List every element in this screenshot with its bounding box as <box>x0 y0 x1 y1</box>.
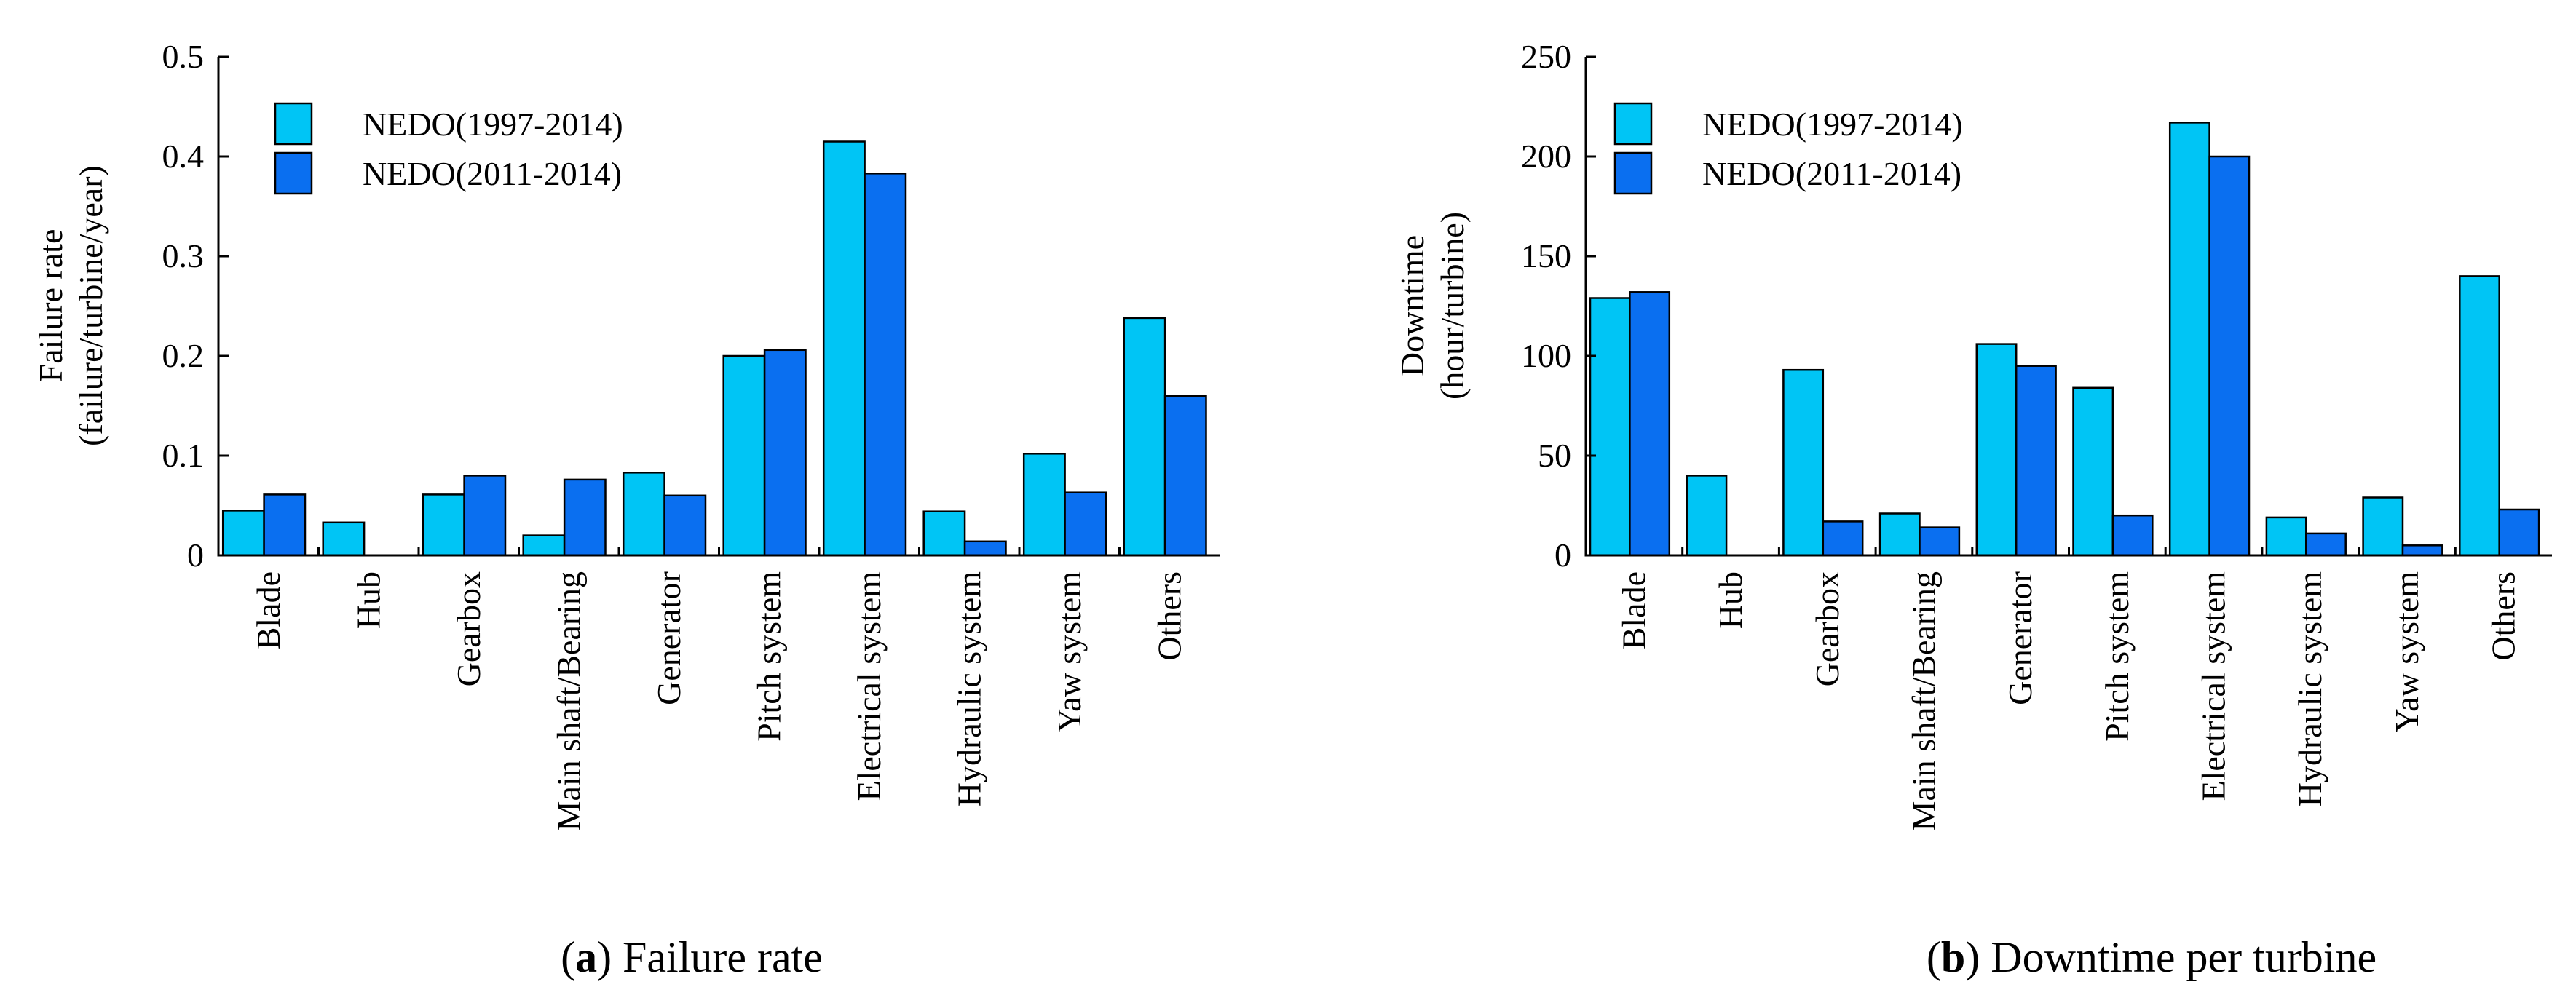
caption-text: Failure rate <box>623 933 823 981</box>
panel-caption: (a) Failure rate <box>561 933 823 981</box>
x-tick-label: Yaw system <box>2388 571 2425 733</box>
x-tick-label: Generator <box>650 571 687 705</box>
x-tick-label: Generator <box>2002 571 2039 705</box>
bar-2-4 <box>563 478 607 557</box>
legend-label-2: NEDO(2011-2014) <box>1702 155 1961 192</box>
bar-1-1 <box>221 510 265 557</box>
x-tick-label: Gearbox <box>1809 571 1846 686</box>
y-tick-label: 150 <box>1521 237 1571 274</box>
bar-1-4 <box>1878 512 1921 557</box>
legend-label-1: NEDO(1997-2014) <box>363 106 623 143</box>
legend-label-1: NEDO(1997-2014) <box>1702 106 1963 143</box>
caption-letter: a <box>575 933 597 981</box>
x-tick-label: Others <box>2485 571 2522 661</box>
legend-swatch-2 <box>274 151 313 195</box>
y-tick-label: 0.3 <box>162 237 205 274</box>
bar-2-5 <box>663 494 707 557</box>
caption-text: Downtime per turbine <box>1991 933 2377 981</box>
bar-2-7 <box>2208 155 2251 557</box>
x-tick-label: Hydraulic system <box>950 571 987 806</box>
legend-swatch-1 <box>274 102 313 146</box>
x-tick-label: Others <box>1150 571 1188 661</box>
y-axis-title-line-1: Downtime <box>1394 235 1431 376</box>
bar-1-2 <box>322 521 366 557</box>
panel-caption: (b) Downtime per turbine <box>1927 933 2377 981</box>
panel-b-downtime: 0 50 100 150 200 250 Blade Hub Gearbox Main shaft… <box>1394 38 2552 981</box>
x-tick-label: Pitch system <box>2098 571 2136 742</box>
bar-2-9 <box>2401 544 2443 557</box>
bar-2-10 <box>1163 395 1207 557</box>
x-tick-label: Gearbox <box>450 571 487 686</box>
x-tick-label: Blade <box>1615 571 1652 649</box>
y-axis-title-line-2: (failure/turbine/year) <box>72 165 109 446</box>
x-tick-label: Hub <box>349 571 387 629</box>
x-tick-label: Electrical system <box>850 571 888 801</box>
x-tick-label: Hydraulic system <box>2291 571 2328 806</box>
bar-2-1 <box>1629 291 1671 557</box>
y-tick-label: 0 <box>1554 536 1571 574</box>
bar-1-8 <box>922 510 966 557</box>
y-tick-label: 0.2 <box>162 337 205 374</box>
bar-2-6 <box>2111 514 2154 557</box>
bar-1-5 <box>622 472 665 557</box>
x-tick-label: Main shaft/Bearing <box>550 571 587 830</box>
bar-1-8 <box>2265 516 2307 557</box>
y-tick-label: 200 <box>1521 138 1571 175</box>
panel-a-failure-rate: 0 0.1 0.2 0.3 0.4 0.5 Blade Hub Gearbox Main shaf… <box>32 38 1220 981</box>
x-tick-label: Hub <box>1712 571 1749 629</box>
bar-1-5 <box>1975 343 2018 557</box>
y-tick-label: 0.4 <box>162 138 205 175</box>
bar-2-8 <box>963 540 1007 557</box>
legend-label-2: NEDO(2011-2014) <box>363 155 622 192</box>
bar-2-3 <box>463 475 507 557</box>
bar-1-6 <box>722 354 766 557</box>
bar-1-9 <box>2362 496 2404 557</box>
bar-2-10 <box>2498 508 2540 557</box>
bar-1-7 <box>2168 122 2210 557</box>
bar-2-4 <box>1919 526 1961 557</box>
x-tick-label: Electrical system <box>2195 571 2232 801</box>
bar-1-10 <box>2459 275 2500 557</box>
bar-1-3 <box>1782 368 1825 557</box>
y-axis-title-line-1: Failure rate <box>32 229 69 383</box>
bar-1-10 <box>1123 317 1166 557</box>
x-tick-label: Blade <box>250 571 287 649</box>
x-tick-label: Yaw system <box>1051 571 1088 733</box>
y-axis-title-line-2: (hour/turbine) <box>1434 212 1471 400</box>
bar-1-6 <box>2072 386 2114 557</box>
y-tick-label: 100 <box>1521 337 1571 374</box>
bar-1-3 <box>422 493 465 557</box>
bar-2-1 <box>263 493 307 557</box>
legend-swatch-2 <box>1613 151 1653 195</box>
y-tick-label: 0.1 <box>162 437 205 474</box>
bar-1-9 <box>1022 453 1066 557</box>
bar-2-3 <box>1822 520 1864 557</box>
bar-1-1 <box>1589 297 1631 557</box>
y-tick-label: 0.5 <box>162 38 205 75</box>
x-tick-label: Main shaft/Bearing <box>1905 571 1942 830</box>
x-tick-label: Pitch system <box>750 571 787 742</box>
bar-2-9 <box>1064 491 1107 557</box>
bar-1-7 <box>822 140 866 557</box>
y-tick-label: 250 <box>1521 38 1571 75</box>
bar-1-2 <box>1686 475 1728 557</box>
bar-2-8 <box>2305 532 2347 557</box>
bar-2-7 <box>864 173 907 557</box>
bar-2-6 <box>763 349 807 557</box>
legend-swatch-1 <box>1613 102 1653 146</box>
bar-2-5 <box>2015 365 2057 557</box>
y-tick-label: 50 <box>1538 437 1571 474</box>
y-tick-label: 0 <box>187 536 204 574</box>
bar-1-4 <box>522 534 566 557</box>
caption-letter: b <box>1941 933 1965 981</box>
